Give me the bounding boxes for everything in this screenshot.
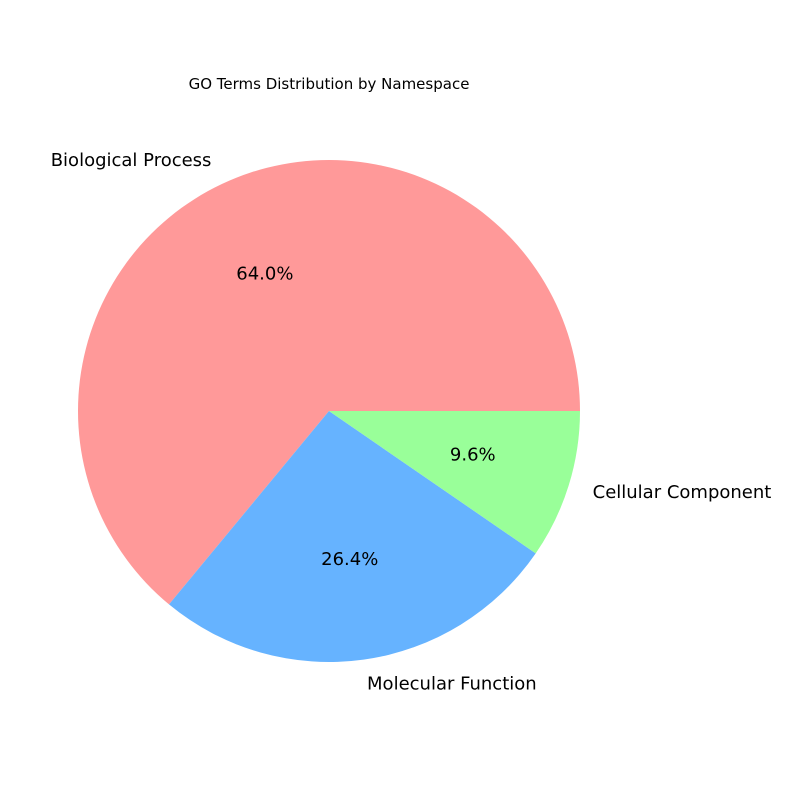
pie-slice-molecular-function	[169, 411, 536, 662]
chart-title: GO Terms Distribution by Namespace	[189, 75, 470, 93]
slice-percentage-label: 64.0%	[236, 264, 293, 285]
pie-slice-cellular-component	[329, 411, 580, 554]
slice-percentage-label: 9.6%	[450, 445, 496, 466]
pie-slice-biological-process	[78, 160, 580, 605]
slice-label: Molecular Function	[367, 673, 537, 694]
slice-label: Biological Process	[51, 150, 212, 171]
slice-label: Cellular Component	[593, 482, 772, 503]
pie-labels: Biological Process 64.0% Molecular Functio…	[51, 150, 772, 694]
pie-slices	[78, 160, 580, 662]
slice-percentage-label: 26.4%	[321, 549, 378, 570]
